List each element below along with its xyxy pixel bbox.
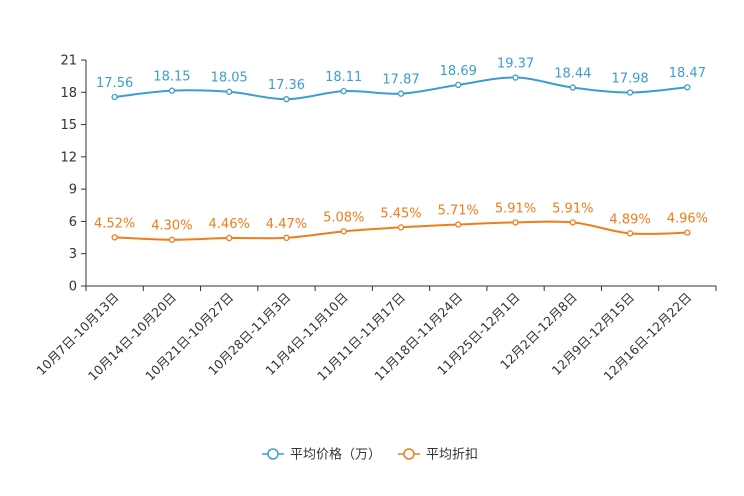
data-point <box>684 84 691 91</box>
y-tick-label: 9 <box>69 183 77 198</box>
data-label: 19.37 <box>497 57 534 72</box>
data-label: 18.11 <box>325 70 362 85</box>
data-point <box>283 96 290 103</box>
data-point <box>111 234 118 241</box>
data-label: 18.05 <box>211 71 248 86</box>
data-point <box>455 81 462 89</box>
data-label: 4.96% <box>667 212 708 227</box>
data-point <box>340 87 347 95</box>
data-label: 5.71% <box>438 204 479 219</box>
y-tick-label: 0 <box>69 280 77 295</box>
data-label: 18.44 <box>554 67 591 82</box>
data-point <box>512 74 519 81</box>
data-label: 18.15 <box>153 70 190 85</box>
data-label: 5.08% <box>323 210 364 225</box>
data-label: 17.87 <box>382 73 419 88</box>
data-label: 4.46% <box>209 217 250 232</box>
data-label: 17.36 <box>268 78 305 93</box>
data-point <box>168 236 176 243</box>
data-point <box>569 84 576 91</box>
legend-item-2[interactable]: 平均折扣 <box>398 448 478 463</box>
data-point <box>397 90 405 97</box>
data-point <box>283 234 290 242</box>
legend-item-1[interactable]: 平均价格（万） <box>262 447 381 463</box>
data-point <box>111 93 118 101</box>
data-label: 17.98 <box>611 72 648 87</box>
data-point <box>455 221 462 228</box>
series-2: 4.52% 4.30% 4.46% 4.47% 5.08% 5.45% 5.71% 5.91%… <box>94 201 708 243</box>
data-point <box>340 228 347 235</box>
legend-label: 平均折扣 <box>426 448 478 463</box>
data-label: 4.52% <box>94 216 135 231</box>
data-label: 5.91% <box>495 201 536 216</box>
legend[interactable]: 平均价格（万） 平均折扣 <box>262 447 478 463</box>
data-point <box>569 219 576 226</box>
y-tick-label: 21 <box>60 54 77 69</box>
data-label: 4.89% <box>609 212 650 227</box>
data-label: 5.45% <box>380 206 421 221</box>
y-tick-label: 18 <box>60 86 77 101</box>
y-tick-label: 3 <box>69 247 77 262</box>
data-point <box>397 224 405 231</box>
data-point <box>226 234 233 242</box>
data-label: 18.47 <box>669 66 706 81</box>
data-label: 18.69 <box>440 64 477 79</box>
series-layer: 17.56 18.15 18.05 17.36 18.11 17.87 18.69 19.37… <box>94 57 708 243</box>
data-point <box>626 89 634 96</box>
y-tick-label: 15 <box>60 118 77 133</box>
data-label: 5.91% <box>552 201 593 216</box>
data-point <box>626 230 634 237</box>
data-point <box>168 87 176 94</box>
data-point <box>684 229 691 236</box>
series-1: 17.56 18.15 18.05 17.36 18.11 17.87 18.69 19.37… <box>96 57 706 103</box>
data-point <box>226 88 233 95</box>
data-label: 17.56 <box>96 76 133 91</box>
data-label: 4.30% <box>151 219 192 234</box>
y-tick-label: 12 <box>60 150 77 165</box>
y-tick-label: 6 <box>69 215 77 230</box>
legend-marker-icon <box>403 448 415 460</box>
data-point <box>512 219 519 226</box>
data-label: 4.47% <box>266 217 307 232</box>
legend-label: 平均价格（万） <box>290 447 381 463</box>
legend-marker-icon <box>267 448 279 460</box>
